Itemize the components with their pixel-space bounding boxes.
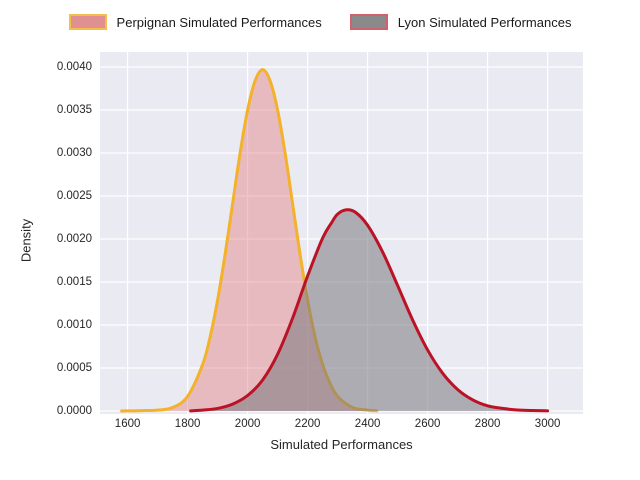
x-tick-label: 2600: [414, 418, 441, 430]
legend: Perpignan Simulated Performances Lyon Si…: [0, 14, 640, 30]
x-tick-label: 2000: [234, 418, 261, 430]
x-tick-label: 2400: [354, 418, 381, 430]
x-tick-label: 1600: [114, 418, 141, 430]
x-axis-label: Simulated Performances: [270, 437, 413, 452]
y-tick-label: 0.0015: [56, 276, 92, 288]
lyon-swatch-icon: [349, 14, 388, 30]
y-tick-label: 0.0030: [56, 147, 92, 160]
legend-label-perpignan: Perpignan Simulated Performances: [116, 14, 322, 30]
x-tick-label: 3000: [534, 418, 561, 430]
legend-item-perpignan: Perpignan Simulated Performances: [68, 14, 322, 30]
x-tick-label: 2800: [474, 418, 501, 430]
y-tick-label: 0.0010: [56, 319, 92, 331]
perpignan-swatch-icon: [68, 14, 107, 30]
legend-item-lyon: Lyon Simulated Performances: [349, 14, 572, 30]
x-tick-label: 2200: [294, 418, 321, 430]
y-tick-label: 0.0025: [56, 190, 92, 203]
legend-label-lyon: Lyon Simulated Performances: [397, 14, 572, 30]
y-tick-label: 0.0020: [56, 233, 92, 246]
y-tick-label: 0.0000: [56, 404, 92, 417]
plot-area: [100, 52, 583, 414]
y-tick-label: 0.0040: [56, 61, 92, 74]
y-tick-label: 0.0005: [56, 361, 92, 374]
y-axis-label: Density: [18, 218, 34, 263]
x-tick-label: 1800: [174, 418, 201, 430]
y-tick-label: 0.0035: [56, 104, 92, 117]
